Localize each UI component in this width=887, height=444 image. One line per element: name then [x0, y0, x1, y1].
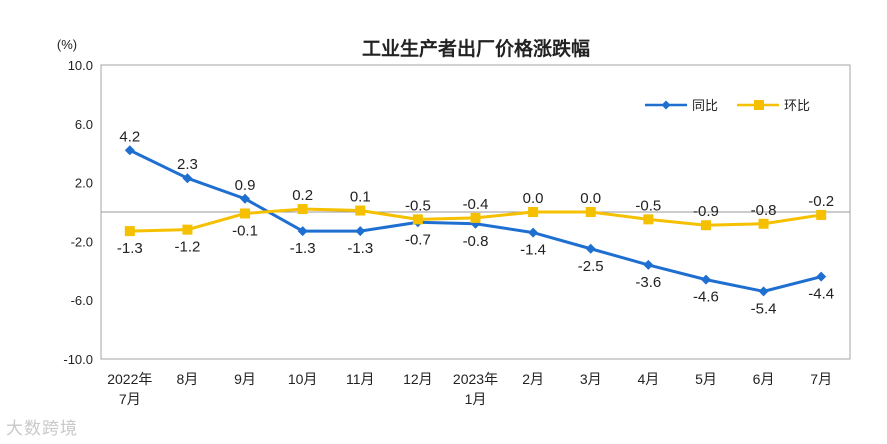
point-tongbi [700, 274, 711, 285]
x-tick-label: 2023年 [453, 371, 498, 387]
data-label-tongbi: -1.3 [290, 240, 316, 257]
point-tongbi [240, 193, 251, 204]
data-label-huanbi: -0.5 [635, 197, 661, 214]
data-label-tongbi: -0.8 [463, 233, 489, 250]
point-tongbi [124, 145, 135, 156]
data-label-tongbi: -3.6 [635, 274, 661, 291]
y-unit-label: (%) [57, 37, 77, 52]
data-label-tongbi: -1.3 [347, 240, 373, 257]
x-tick-label: 3月 [580, 371, 602, 387]
x-tick-label: 9月 [234, 371, 256, 387]
data-label-huanbi: 0.0 [580, 190, 601, 207]
data-label-huanbi: -0.5 [405, 197, 431, 214]
series-layer [124, 145, 827, 297]
point-tongbi [758, 286, 769, 297]
data-label-huanbi: -0.2 [808, 193, 834, 210]
data-label-huanbi: 0.1 [350, 189, 371, 206]
point-tongbi [528, 227, 539, 238]
data-label-tongbi: -4.6 [693, 289, 719, 306]
point-tongbi [643, 259, 654, 270]
legend-marker-tongbi [661, 100, 671, 110]
y-tick-label: -6.0 [71, 293, 93, 308]
data-label-huanbi: -1.2 [174, 239, 200, 256]
legend: 同比 环比 [645, 98, 810, 113]
x-axis: 2022年 7月 8月 9月 10月 11月 12月 2023年 1月 2月 3月 4月 5月 6月 7月 [107, 371, 832, 407]
data-label-tongbi: -4.4 [808, 286, 834, 303]
point-huanbi [528, 207, 539, 217]
data-label-tongbi: -5.4 [751, 300, 777, 317]
data-label-tongbi: 4.2 [119, 128, 140, 145]
y-tick-label: 6.0 [75, 117, 93, 132]
x-tick-label: 4月 [637, 371, 659, 387]
y-tick-label: 2.0 [75, 176, 93, 191]
point-huanbi [758, 218, 769, 229]
point-tongbi [816, 271, 827, 282]
x-tick-label: 6月 [753, 371, 775, 387]
point-huanbi [470, 212, 481, 223]
point-tongbi [297, 226, 308, 237]
y-tick-label: -10.0 [63, 352, 93, 367]
point-tongbi [182, 173, 193, 184]
point-huanbi [816, 209, 827, 220]
data-label-huanbi: -0.4 [463, 196, 489, 213]
data-label-huanbi: -0.1 [232, 222, 258, 239]
legend-label-tongbi: 同比 [692, 98, 718, 113]
point-huanbi [643, 214, 654, 225]
point-tongbi [355, 226, 366, 237]
x-tick-label: 7月 [119, 391, 141, 407]
x-tick-label: 2月 [522, 371, 544, 387]
point-huanbi [412, 214, 423, 225]
x-tick-label: 2022年 [107, 371, 152, 387]
watermark: 大数跨境 [6, 419, 78, 439]
x-tick-label: 11月 [346, 371, 375, 387]
chart-title: 工业生产者出厂价格涨跌幅 [362, 37, 590, 60]
data-label-huanbi: 0.0 [523, 190, 544, 207]
data-label-tongbi: -2.5 [578, 258, 604, 275]
point-tongbi [585, 243, 596, 254]
point-huanbi [182, 224, 193, 235]
point-huanbi [124, 226, 135, 237]
data-label-huanbi: 0.2 [292, 187, 313, 204]
point-huanbi [585, 207, 596, 217]
y-axis: 10.0 6.0 2.0 -2.0 -6.0 -10.0 [63, 58, 93, 367]
data-labels: 4.2 2.3 0.9 -1.3 -1.3 -0.7 -0.8 -1.4 -2.5 -3.6 -4.… [117, 128, 834, 317]
chart: (%) 工业生产者出厂价格涨跌幅 10.0 6.0 2.0 -2.0 -6.0 -10.0… [57, 37, 851, 407]
point-huanbi [297, 204, 308, 215]
y-tick-label: -2.0 [71, 234, 93, 249]
point-huanbi [700, 220, 711, 231]
y-tick-label: 10.0 [68, 58, 93, 73]
data-label-tongbi: -1.4 [520, 242, 546, 259]
x-tick-label: 1月 [465, 391, 487, 407]
x-tick-label: 8月 [177, 371, 199, 387]
x-tick-label: 12月 [403, 371, 433, 387]
data-label-huanbi: -0.9 [693, 203, 719, 220]
point-huanbi [355, 205, 366, 216]
x-tick-label: 7月 [810, 371, 832, 387]
x-tick-label: 5月 [695, 371, 717, 387]
data-label-huanbi: -1.3 [117, 240, 143, 257]
data-label-tongbi: 2.3 [177, 156, 198, 173]
legend-marker-huanbi [754, 100, 764, 110]
data-label-huanbi: -0.8 [751, 202, 777, 219]
data-label-tongbi: -0.7 [405, 231, 431, 248]
point-huanbi [240, 208, 251, 219]
legend-label-huanbi: 环比 [784, 98, 810, 113]
data-label-tongbi: 0.9 [235, 177, 256, 194]
x-tick-label: 10月 [288, 371, 318, 387]
